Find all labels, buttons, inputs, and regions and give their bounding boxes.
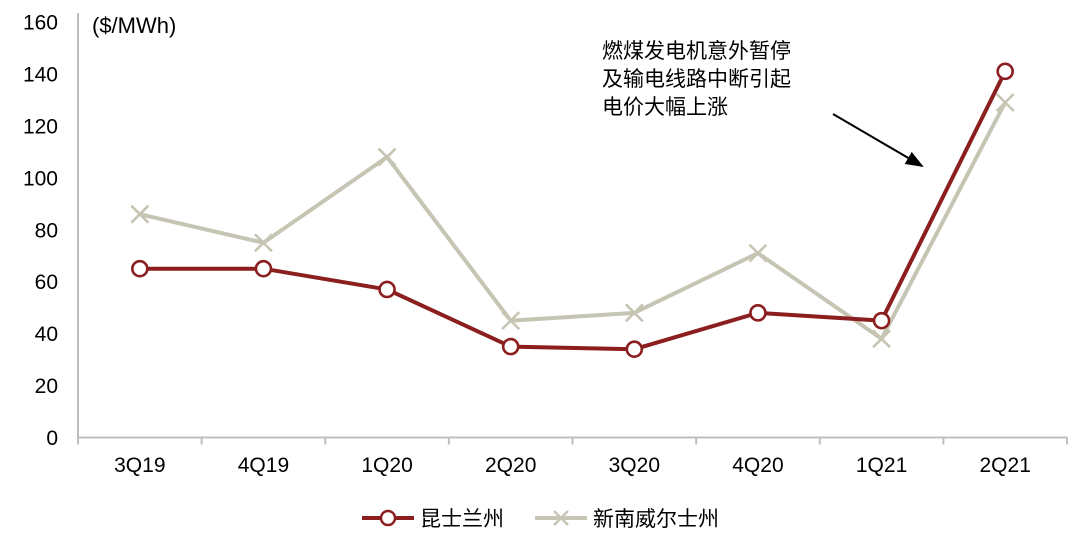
legend-label-queensland: 昆士兰州 bbox=[420, 508, 504, 531]
series-line-1 bbox=[139, 101, 1007, 342]
data-point-x-marker bbox=[995, 93, 1015, 112]
y-tick-label: 60 bbox=[35, 271, 58, 294]
data-point-circle-marker bbox=[131, 259, 149, 278]
data-point-circle-marker bbox=[625, 340, 644, 359]
data-point-circle-marker bbox=[749, 304, 767, 322]
y-tick-label: 140 bbox=[23, 63, 58, 86]
y-tick-label: 120 bbox=[23, 115, 58, 138]
x-tick-label: 2Q20 bbox=[485, 454, 536, 477]
data-point-x-marker bbox=[377, 147, 397, 167]
y-tick-label: 160 bbox=[23, 12, 58, 35]
legend-item-nsw: 新南威尔士州 bbox=[534, 503, 719, 533]
legend-item-queensland: 昆士兰州 bbox=[361, 503, 504, 533]
x-tick-label: 1Q21 bbox=[856, 454, 907, 477]
y-tick-label: 0 bbox=[46, 427, 58, 450]
legend: 昆士兰州 新南威尔士州 bbox=[0, 503, 1080, 533]
data-point-x-marker bbox=[748, 243, 768, 263]
queensland-line-circle-marker-icon bbox=[362, 509, 414, 527]
data-point-circle-marker bbox=[378, 280, 396, 299]
annotation-line-1: 燃煤发电机意外暂停 bbox=[602, 40, 791, 63]
y-tick-label: 80 bbox=[35, 219, 58, 242]
series-line-0 bbox=[139, 70, 1007, 352]
annotation-line-3: 电价大幅上涨 bbox=[602, 96, 728, 119]
x-tick-label: 3Q19 bbox=[114, 454, 165, 477]
data-point-x-marker bbox=[872, 329, 891, 349]
x-tick-label: 1Q20 bbox=[361, 454, 412, 477]
data-point-circle-marker bbox=[996, 62, 1014, 81]
x-tick-label: 4Q20 bbox=[732, 454, 783, 477]
annotation-arrow bbox=[832, 113, 924, 168]
data-point-x-marker bbox=[624, 303, 644, 323]
y-axis-unit-label: ($/MWh) bbox=[92, 13, 177, 38]
annotation-line-2: 及输电线路中断引起 bbox=[602, 68, 791, 91]
data-point-x-marker bbox=[130, 204, 150, 224]
data-point-x-marker bbox=[501, 311, 521, 331]
data-point-x-marker bbox=[254, 233, 273, 253]
data-point-circle-marker bbox=[254, 259, 273, 278]
data-point-circle-marker bbox=[872, 311, 891, 330]
legend-label-nsw: 新南威尔士州 bbox=[593, 508, 719, 531]
nsw-line-x-marker-icon bbox=[535, 510, 587, 526]
y-tick-label: 100 bbox=[23, 167, 58, 190]
x-tick-label: 3Q20 bbox=[609, 454, 660, 477]
y-tick-label: 20 bbox=[35, 375, 58, 398]
annotation-text-block: 燃煤发电机意外暂停 及输电线路中断引起 电价大幅上涨 bbox=[602, 38, 791, 122]
x-tick-label: 2Q21 bbox=[980, 454, 1031, 477]
data-point-circle-marker bbox=[501, 337, 520, 356]
x-tick-label: 4Q19 bbox=[238, 454, 289, 477]
y-tick-label: 40 bbox=[35, 323, 58, 346]
